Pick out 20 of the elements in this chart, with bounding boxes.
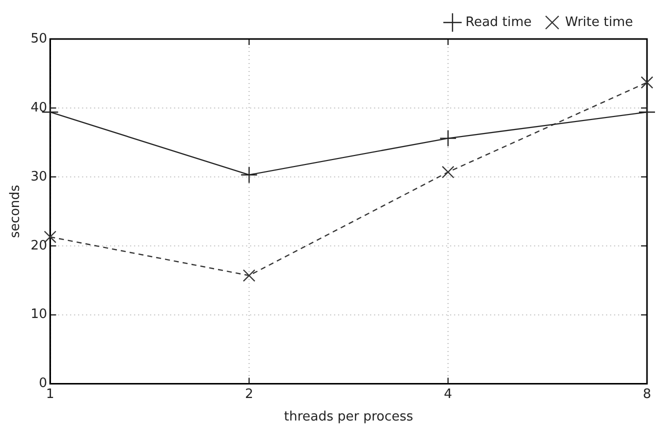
legend-label: Read time	[466, 14, 532, 30]
x-tick-label: 2	[244, 386, 254, 402]
point	[442, 166, 454, 178]
point	[240, 166, 258, 184]
y-tick-label: 0	[38, 376, 48, 392]
point	[439, 130, 457, 147]
x-tick-label: 1	[46, 386, 54, 402]
y-tick-label: 50	[30, 31, 48, 46]
y-tick-label: 30	[30, 169, 48, 184]
x-axis-title: threads per process	[284, 410, 414, 425]
legend-label: Write time	[565, 14, 634, 30]
x-tick-label: 4	[444, 386, 452, 402]
point	[242, 269, 256, 282]
y-tick-label: 10	[30, 307, 48, 322]
x-tick-label: 8	[642, 386, 652, 402]
point	[640, 76, 654, 89]
y-tick-label: 20	[30, 238, 48, 254]
point	[638, 104, 656, 121]
y-axis-title: seconds	[8, 184, 24, 238]
y-tick-label: 40	[30, 100, 48, 116]
